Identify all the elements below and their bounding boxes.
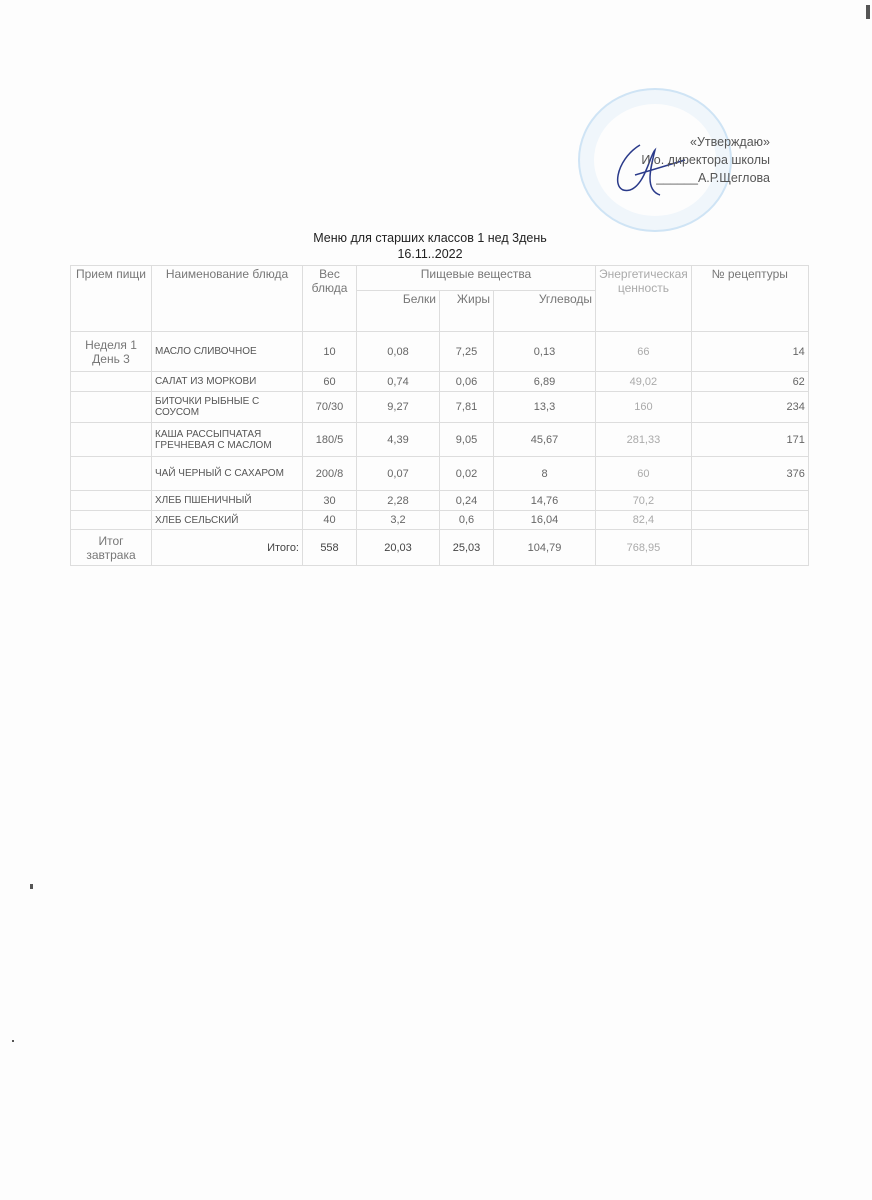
stamp [578,88,732,232]
total-label: Итого: [151,529,303,566]
header-weight: Вес блюда [302,265,357,332]
cell-protein: 9,27 [356,391,440,423]
cell-protein: 0,74 [356,371,440,392]
cell-weight: 70/30 [302,391,357,423]
menu-table: Прием пищи Наименование блюда Вес блюда … [70,265,809,566]
cell-protein: 0,07 [356,456,440,491]
cell-energy: 70,2 [595,490,692,511]
cell-energy: 60 [595,456,692,491]
cell-meal [70,490,152,511]
cell-carbs: 16,04 [493,510,596,530]
table-row: САЛАТ ИЗ МОРКОВИ 60 0,74 0,06 6,89 49,02 62 [70,371,809,392]
cell-energy: 66 [595,331,692,372]
cell-weight: 200/8 [302,456,357,491]
cell-weight: 60 [302,371,357,392]
cell-recipe [690,510,809,530]
table-row: КАША РАССЫПЧАТАЯ ГРЕЧНЕВАЯ С МАСЛОМ 180/5… [70,422,809,457]
cell-carbs: 0,13 [493,331,596,372]
cell-dish: МАСЛО СЛИВОЧНОЕ [151,331,303,372]
header-protein: Белки [356,290,440,332]
total-recipe [690,529,809,566]
cell-meal [70,422,152,457]
total-row: Итог завтрака Итого: 558 20,03 25,03 104… [70,529,809,566]
cell-carbs: 13,3 [493,391,596,423]
cell-energy: 281,33 [595,422,692,457]
cell-fat: 7,81 [439,391,494,423]
approval-title: «Утверждаю» [690,135,770,149]
table-row: ХЛЕБ ПШЕНИЧНЫЙ 30 2,28 0,24 14,76 70,2 [70,490,809,511]
cell-dish: САЛАТ ИЗ МОРКОВИ [151,371,303,392]
cell-meal: Неделя 1 День 3 [70,331,152,372]
cell-meal [70,456,152,491]
total-protein: 20,03 [356,529,440,566]
cell-recipe: 234 [690,391,809,423]
cell-protein: 0,08 [356,331,440,372]
cell-protein: 4,39 [356,422,440,457]
cell-energy: 82,4 [595,510,692,530]
document-title: Меню для старших классов 1 нед 3день 16.… [250,230,610,262]
cell-meal [70,391,152,423]
cell-recipe: 62 [690,371,809,392]
table-row: ХЛЕБ СЕЛЬСКИЙ 40 3,2 0,6 16,04 82,4 [70,510,809,530]
scan-dot [30,884,33,889]
cell-protein: 3,2 [356,510,440,530]
cell-dish: БИТОЧКИ РЫБНЫЕ С СОУСОМ [151,391,303,423]
cell-fat: 0,6 [439,510,494,530]
cell-weight: 10 [302,331,357,372]
table-row: ЧАЙ ЧЕРНЫЙ С САХАРОМ 200/8 0,07 0,02 8 60 376 [70,456,809,491]
cell-energy: 49,02 [595,371,692,392]
cell-weight: 180/5 [302,422,357,457]
cell-recipe [690,490,809,511]
cell-carbs: 6,89 [493,371,596,392]
scan-dot [12,1040,14,1042]
total-meal: Итог завтрака [70,529,152,566]
cell-fat: 9,05 [439,422,494,457]
total-carbs: 104,79 [493,529,596,566]
header-recipe: № рецептуры [690,265,809,332]
table-row: Неделя 1 День 3 МАСЛО СЛИВОЧНОЕ 10 0,08 7,25… [70,331,809,372]
cell-meal [70,510,152,530]
cell-dish: ЧАЙ ЧЕРНЫЙ С САХАРОМ [151,456,303,491]
scan-mark [866,5,870,19]
header-meal: Прием пищи [70,265,152,332]
cell-carbs: 14,76 [493,490,596,511]
cell-energy: 160 [595,391,692,423]
header-fat: Жиры [439,290,494,332]
cell-fat: 7,25 [439,331,494,372]
cell-dish: КАША РАССЫПЧАТАЯ ГРЕЧНЕВАЯ С МАСЛОМ [151,422,303,457]
cell-fat: 0,02 [439,456,494,491]
cell-fat: 0,06 [439,371,494,392]
header-energy: Энергетическая ценность [595,265,692,332]
approval-block: «Утверждаю» И.о. директора школы ______А… [600,133,770,187]
cell-recipe: 376 [690,456,809,491]
cell-carbs: 45,67 [493,422,596,457]
cell-protein: 2,28 [356,490,440,511]
title-line: Меню для старших классов 1 нед 3день [313,231,547,245]
cell-dish: ХЛЕБ СЕЛЬСКИЙ [151,510,303,530]
header-carbs: Углеводы [493,290,596,332]
header-dish: Наименование блюда [151,265,303,332]
table-row: БИТОЧКИ РЫБНЫЕ С СОУСОМ 70/30 9,27 7,81 13,3… [70,391,809,423]
cell-weight: 40 [302,510,357,530]
cell-recipe: 171 [690,422,809,457]
total-weight: 558 [302,529,357,566]
cell-meal [70,371,152,392]
approval-name: ______А.Р.Щеглова [656,171,770,185]
cell-fat: 0,24 [439,490,494,511]
total-fat: 25,03 [439,529,494,566]
cell-weight: 30 [302,490,357,511]
cell-dish: ХЛЕБ ПШЕНИЧНЫЙ [151,490,303,511]
total-energy: 768,95 [595,529,692,566]
title-date: 16.11..2022 [397,247,463,261]
cell-recipe: 14 [690,331,809,372]
signature [616,144,686,196]
header-nutrients: Пищевые вещества [356,265,596,291]
cell-carbs: 8 [493,456,596,491]
approval-position: И.о. директора школы [641,153,770,167]
